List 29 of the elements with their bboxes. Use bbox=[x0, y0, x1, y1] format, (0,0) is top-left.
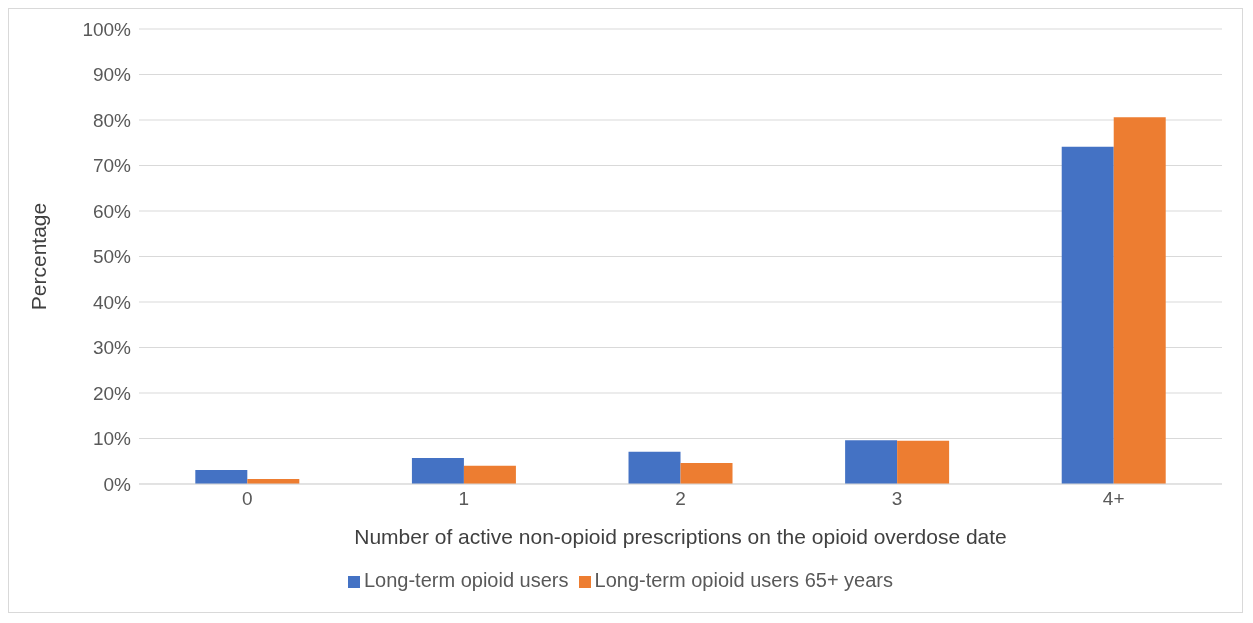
y-tick-label: 0% bbox=[103, 473, 132, 495]
x-tick-label: 1 bbox=[458, 488, 470, 510]
y-axis-title: Percentage bbox=[27, 202, 51, 311]
bar bbox=[1113, 117, 1166, 484]
bar bbox=[845, 440, 898, 484]
x-tick-label: 2 bbox=[675, 488, 686, 510]
bar bbox=[1061, 146, 1114, 484]
bar bbox=[411, 458, 464, 484]
bar bbox=[195, 469, 248, 484]
x-tick-label: 4+ bbox=[1102, 488, 1125, 510]
y-tick-label: 80% bbox=[92, 109, 132, 131]
y-tick-label: 20% bbox=[92, 382, 132, 404]
y-tick-label: 50% bbox=[92, 246, 132, 268]
x-axis-title: Number of active non-opioid prescriptions on the opioid overdose date bbox=[354, 525, 1007, 548]
x-tick-label: 0 bbox=[242, 488, 253, 510]
y-tick-label: 60% bbox=[92, 200, 132, 222]
legend-label: Long-term opioid users 65+ years bbox=[594, 569, 894, 591]
y-tick-label: 100% bbox=[82, 18, 132, 40]
bar bbox=[680, 463, 733, 484]
y-tick-label: 90% bbox=[92, 64, 132, 86]
bar bbox=[463, 465, 516, 484]
y-tick-label: 30% bbox=[92, 337, 132, 359]
bar bbox=[897, 440, 950, 484]
y-tick-label: 40% bbox=[92, 291, 132, 313]
y-tick-label: 70% bbox=[92, 155, 132, 177]
y-tick-label: 10% bbox=[92, 428, 132, 450]
legend-label: Long-term opioid users bbox=[363, 569, 569, 591]
bar bbox=[628, 451, 681, 484]
x-tick-label: 3 bbox=[891, 488, 903, 510]
